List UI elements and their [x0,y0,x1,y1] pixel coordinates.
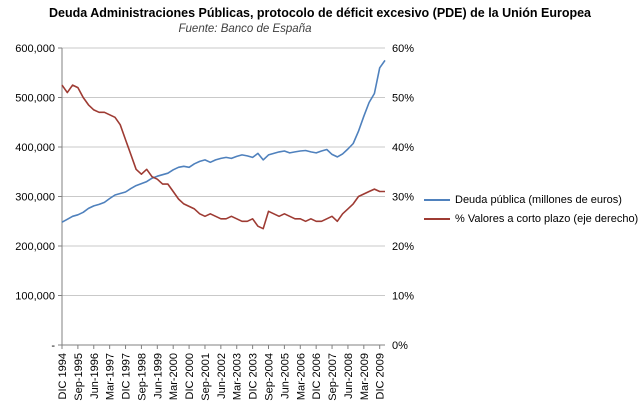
svg-text:Sep-2004: Sep-2004 [264,353,276,401]
svg-text:200,000: 200,000 [15,241,55,253]
chart-title: Deuda Administraciones Públicas, protoco… [48,6,592,20]
svg-text:100,000: 100,000 [15,291,55,303]
svg-text:500,000: 500,000 [15,93,55,105]
svg-text:-: - [51,340,55,352]
svg-text:40%: 40% [392,142,414,154]
svg-text:Sep-1998: Sep-1998 [136,353,148,401]
svg-text:Mar-2000: Mar-2000 [168,353,180,400]
svg-text:600,000: 600,000 [15,43,55,55]
svg-text:50%: 50% [392,93,414,105]
svg-text:DIC 2006: DIC 2006 [311,353,323,399]
svg-text:Mar-2009: Mar-2009 [359,353,371,400]
svg-text:DIC 2000: DIC 2000 [184,353,196,399]
svg-text:DIC 1994: DIC 1994 [57,353,69,399]
svg-text:60%: 60% [392,43,414,55]
chart-legend: Deuda pública (millones de euros) % Valo… [424,194,638,225]
legend-item-debt: Deuda pública (millones de euros) [424,194,638,206]
legend-line-sample-blue [424,199,450,201]
legend-label-short-term: % Valores a corto plazo (eje derecho) [455,213,639,225]
svg-text:Jun-2002: Jun-2002 [216,353,228,399]
svg-text:DIC 1997: DIC 1997 [121,353,133,399]
svg-text:Mar-2006: Mar-2006 [295,353,307,400]
svg-text:10%: 10% [392,291,414,303]
svg-text:Sep-1995: Sep-1995 [73,353,85,401]
svg-text:400,000: 400,000 [15,142,55,154]
svg-text:Mar-1997: Mar-1997 [105,353,117,400]
svg-text:Sep-2001: Sep-2001 [200,353,212,401]
legend-line-sample-red [424,218,450,220]
svg-text:DIC 2009: DIC 2009 [375,353,387,399]
svg-text:20%: 20% [392,241,414,253]
legend-item-short-term: % Valores a corto plazo (eje derecho) [424,213,638,225]
svg-text:DIC 2003: DIC 2003 [248,353,260,399]
svg-text:30%: 30% [392,192,414,204]
svg-text:Sep-2007: Sep-2007 [327,353,339,401]
svg-text:Jun-2005: Jun-2005 [279,353,291,399]
chart-subtitle: Fuente: Banco de España [178,23,312,35]
svg-text:Jun-1996: Jun-1996 [89,353,101,399]
legend-label-debt: Deuda pública (millones de euros) [455,194,622,206]
svg-text:300,000: 300,000 [15,192,55,204]
svg-text:Jun-2008: Jun-2008 [343,353,355,399]
svg-text:Jun-1999: Jun-1999 [152,353,164,399]
svg-text:Mar-2003: Mar-2003 [232,353,244,400]
svg-text:0%: 0% [392,340,408,352]
